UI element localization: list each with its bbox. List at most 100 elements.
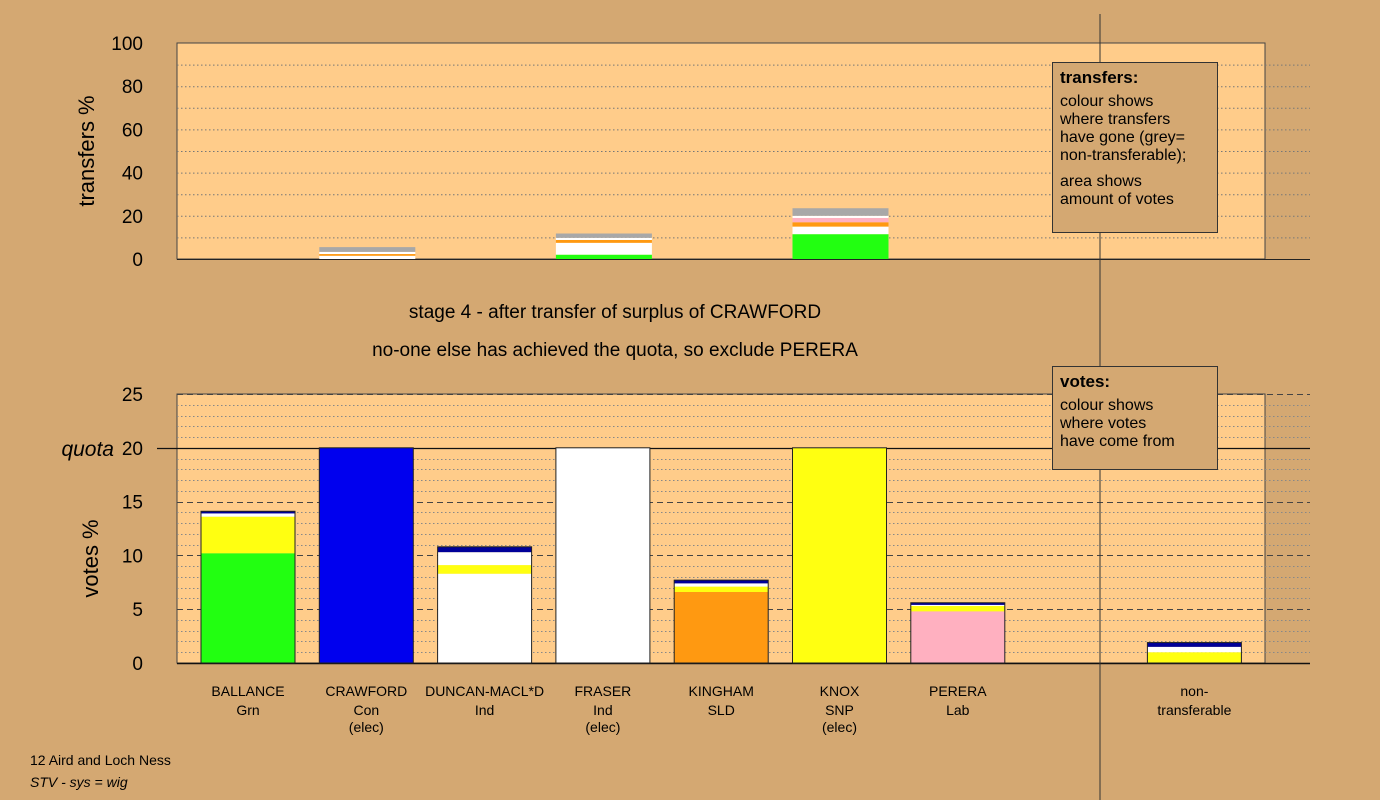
stage-line-2: no-one else has achieved the quota, so e…: [372, 340, 858, 361]
vote-segment: [437, 565, 532, 574]
vote-segment: [910, 611, 1005, 663]
vote-segment: [674, 591, 769, 663]
transfer-segment: [792, 234, 889, 259]
vote-bar: [792, 447, 887, 664]
transfer-segment: [319, 254, 416, 256]
vote-segment: [319, 447, 414, 663]
vote-bar: [910, 602, 1006, 664]
vote-segment: [201, 516, 295, 554]
candidate-party: Con: [353, 702, 379, 718]
transfer-segment: [555, 237, 652, 240]
ward-label: 12 Aird and Loch Ness: [30, 752, 171, 768]
vote-bar: [200, 510, 296, 664]
vote-bar-outline: [200, 510, 296, 664]
system-label: STV - sys = wig: [30, 774, 128, 790]
vote-segment: [201, 511, 295, 514]
transfers-legend: transfers: colour shows where transfers …: [1052, 62, 1218, 233]
transfer-segment: [792, 215, 889, 218]
candidate-name: BALLANCE: [211, 683, 284, 699]
vote-segment: [437, 573, 532, 663]
votes-tick-label: 15: [122, 493, 143, 514]
candidate-name: non-: [1180, 683, 1208, 699]
candidate-party: Lab: [946, 702, 970, 718]
vote-bar-outline: [1146, 642, 1242, 664]
votes-tick-label: 10: [122, 546, 143, 567]
transfer-segment: [555, 242, 652, 255]
candidate-party: Ind: [593, 702, 612, 718]
transfers-axis-label: transfers %: [74, 95, 99, 206]
vote-segment: [674, 586, 769, 592]
votes-axis-label: votes %: [78, 519, 103, 597]
vote-segment: [792, 447, 887, 663]
transfers-tick-label: 60: [122, 120, 143, 141]
transfer-segment: [792, 226, 889, 235]
transfer-segment: [319, 247, 416, 252]
vote-segment: [437, 546, 532, 553]
votes-tick-label: 0: [132, 654, 143, 675]
vote-segment: [201, 553, 295, 663]
candidate-party: SLD: [708, 702, 735, 718]
transfer-segment: [319, 251, 416, 255]
candidate-name: FRASER: [575, 683, 632, 699]
vote-bar-outline: [673, 579, 769, 664]
candidate-status: (elec): [585, 719, 620, 735]
votes-tick-label: 20: [122, 439, 143, 460]
transfers-legend-line: have gone (grey=: [1060, 129, 1185, 146]
vote-segment: [910, 605, 1005, 612]
transfer-segment: [555, 254, 652, 259]
votes-legend: votes: colour shows where votes have com…: [1052, 366, 1218, 470]
vote-bar-outline: [437, 546, 533, 664]
candidate-party: SNP: [825, 702, 854, 718]
votes-legend-line: colour shows: [1060, 397, 1154, 414]
vote-segment: [201, 513, 295, 517]
vote-bar: [437, 546, 533, 664]
votes-legend-line: have come from: [1060, 433, 1175, 450]
vote-bar: [673, 579, 769, 664]
vote-bar-outline: [792, 447, 887, 664]
candidate-party: Ind: [475, 702, 494, 718]
vote-segment: [674, 583, 769, 587]
transfers-legend-line: colour shows: [1060, 93, 1154, 110]
vote-segment: [1147, 652, 1242, 663]
candidate-name: KNOX: [820, 683, 860, 699]
vote-bar: [318, 447, 414, 664]
candidate-name: CRAWFORD: [325, 683, 407, 699]
transfer-bar: [555, 233, 652, 259]
candidate-name: DUNCAN-MACL*D: [425, 683, 544, 699]
vote-bar: [1146, 642, 1242, 664]
transfers-tick-label: 20: [122, 207, 143, 228]
candidate-status: (elec): [822, 719, 857, 735]
transfers-tick-label: 40: [122, 164, 143, 185]
vote-bar-outline: [910, 602, 1006, 664]
transfer-segment: [792, 217, 889, 223]
transfer-segment: [792, 222, 889, 227]
transfers-tick-label: 0: [132, 250, 143, 271]
vote-segment: [1147, 642, 1242, 647]
candidate-name: PERERA: [929, 683, 987, 699]
transfer-segment: [555, 233, 652, 238]
vote-segment: [437, 552, 532, 566]
votes-tick-label: 25: [122, 385, 143, 406]
transfers-tick-label: 80: [122, 77, 143, 98]
candidate-party: Grn: [236, 702, 259, 718]
votes-legend-title: votes:: [1060, 372, 1111, 391]
transfers-legend-line: amount of votes: [1060, 191, 1174, 208]
transfers-legend-line: where transfers: [1060, 111, 1171, 128]
vote-bar: [555, 447, 651, 664]
transfers-legend-title: transfers:: [1060, 68, 1139, 87]
candidate-party: transferable: [1157, 702, 1231, 718]
transfer-bar: [792, 208, 889, 259]
transfers-legend-line: area shows: [1060, 173, 1142, 190]
votes-tick-label: 5: [132, 600, 143, 621]
vote-bar-outline: [555, 447, 651, 664]
vote-segment: [910, 602, 1005, 605]
transfer-segment: [319, 255, 416, 259]
transfer-segment: [792, 208, 889, 216]
vote-segment: [910, 604, 1005, 606]
stage-line-1: stage 4 - after transfer of surplus of C…: [409, 302, 821, 323]
candidate-status: (elec): [349, 719, 384, 735]
vote-segment: [555, 447, 650, 663]
quota-label: quota: [61, 438, 114, 461]
candidate-name: KINGHAM: [689, 683, 754, 699]
votes-legend-line: where votes: [1060, 415, 1147, 432]
